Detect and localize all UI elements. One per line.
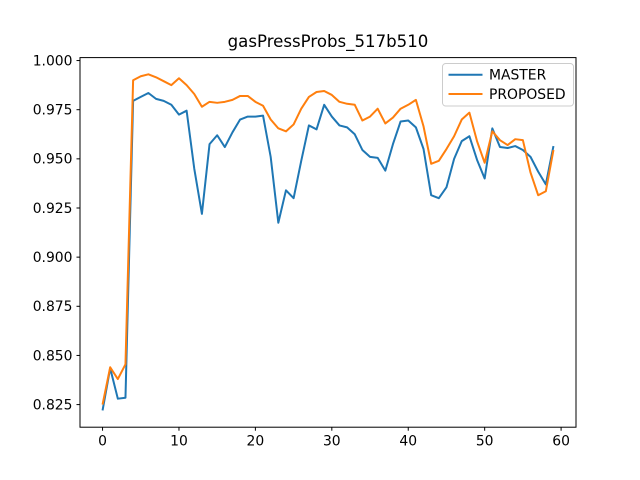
y-tick-label: 1.000 (33, 53, 73, 69)
legend-label-proposed: PROPOSED (489, 87, 566, 103)
y-tick-label: 0.900 (33, 250, 73, 266)
y-tick-label: 0.850 (33, 348, 73, 364)
y-tick-label: 0.825 (33, 397, 73, 413)
y-tick-label: 0.950 (33, 152, 73, 168)
legend: MASTER PROPOSED (442, 63, 574, 107)
x-tick-label: 40 (399, 434, 417, 450)
series-line-proposed (101, 73, 555, 405)
y-tick-label: 0.975 (33, 103, 73, 119)
y-axis-ticks: 0.825 0.850 0.875 0.900 0.925 0.950 0.975 1.000 (33, 53, 80, 413)
legend-label-master: MASTER (489, 68, 547, 84)
x-tick-label: 10 (170, 434, 188, 450)
x-tick-label: 60 (552, 434, 570, 450)
series-line-master (101, 91, 555, 411)
x-tick-label: 30 (323, 434, 341, 450)
plot-area-border (79, 57, 577, 428)
x-tick-label: 20 (247, 434, 265, 450)
y-tick-label: 0.875 (33, 299, 73, 315)
x-tick-label: 50 (476, 434, 494, 450)
x-tick-label: 0 (98, 434, 107, 450)
series-lines (101, 73, 555, 411)
chart-title: gasPressProbs_517b510 (228, 32, 429, 52)
y-tick-label: 0.925 (33, 201, 73, 217)
x-axis-ticks: 0 10 20 30 40 50 60 (98, 427, 570, 450)
